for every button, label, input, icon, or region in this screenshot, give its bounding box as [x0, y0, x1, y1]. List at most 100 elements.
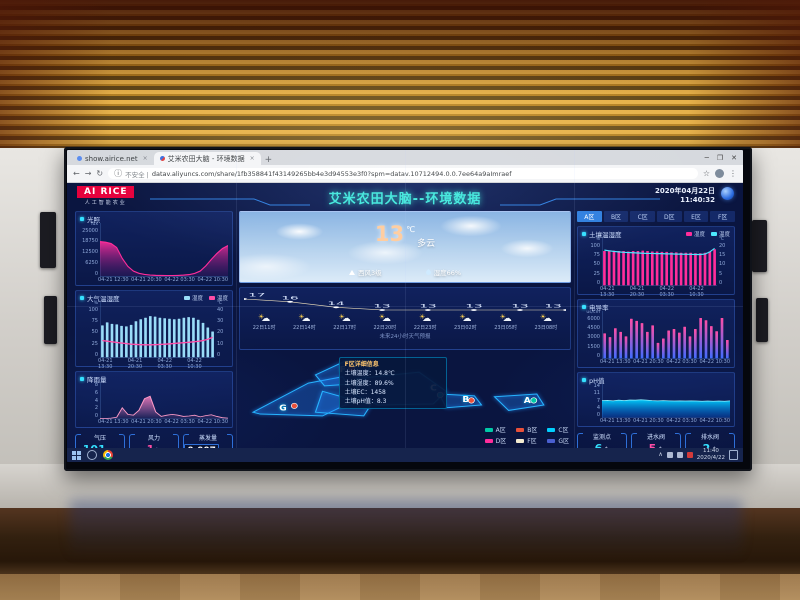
video-wall-screen: show.airice.net × 艾米农田大脑 - 环境数据 × + ─ ❐ …: [64, 147, 752, 471]
new-tab-button[interactable]: +: [264, 155, 273, 165]
url-text: datav.aliyuncs.com/share/1fb358841f43149…: [151, 169, 512, 178]
light-area-chart: [100, 223, 228, 277]
rainfall-area-chart: [100, 383, 228, 419]
svg-text:13: 13: [373, 304, 390, 309]
partly-cloudy-icon: ☀ ☁: [298, 312, 311, 324]
lower-wall: [0, 464, 800, 508]
network-icon[interactable]: [666, 452, 673, 458]
menu-dots-icon[interactable]: ⋮: [729, 169, 737, 178]
screen-content: show.airice.net × 艾米农田大脑 - 环境数据 × + ─ ❐ …: [67, 150, 743, 462]
title-decoration: [150, 198, 310, 206]
x-axis: 04-21 12:30 04-21 20:30 04-22 03:30 04-22 1…: [98, 277, 228, 283]
system-tray: ∧ 11:40 2020/4/22: [658, 448, 738, 462]
browser-address-bar: ← → ↻ ⓘ 不安全 | datav.aliyuncs.com/share/1…: [67, 165, 743, 183]
partly-cloudy-icon: ☀ ☁: [378, 312, 391, 324]
wall-speaker: [40, 212, 56, 268]
minimize-icon[interactable]: ─: [704, 153, 709, 162]
airice-logo: AI RICE 人工智能农业: [77, 186, 135, 206]
forecast-caption: 未来24小时天气预报: [379, 334, 431, 340]
zone-tabs: A区 B区 C区 D区 E区 F区: [577, 211, 736, 222]
window-controls: ─ ❐ ✕: [705, 154, 743, 162]
svg-text:B: B: [462, 396, 469, 405]
ceiling-gold-slats: [0, 0, 800, 148]
panel-atmosphere: 大气温湿度 湿度 温度 % 100 75 50 25 0 ℃ 40 30 20 10 0 04-21…: [75, 290, 233, 370]
wall-speaker: [756, 298, 768, 342]
bookmark-star-icon[interactable]: ☆: [702, 169, 710, 178]
chart-legend: 湿度 温度: [685, 230, 730, 238]
forecast-line-chart: 17 16 14 13 13 13 13 13: [244, 293, 566, 311]
zone-tab-D区[interactable]: D区: [657, 211, 682, 222]
field-map: GFCBA F区详细信息 土壤温度：14.8℃土壤湿度：89.6%土壤EC：14…: [239, 354, 571, 445]
svg-text:16: 16: [281, 296, 298, 301]
map-tooltip: F区详细信息 土壤温度：14.8℃ 土壤湿度：89.6% 土壤EC：1458 土壤pH…: [338, 357, 447, 410]
notification-icon[interactable]: [729, 450, 738, 460]
chrome-taskbar-icon[interactable]: [103, 450, 113, 460]
partly-cloudy-icon: ☀ ☁: [499, 312, 512, 324]
panel-title: 降雨量: [87, 375, 107, 384]
tab-title: 艾米农田大脑 - 环境数据: [167, 154, 245, 163]
search-icon[interactable]: [87, 450, 97, 460]
browser-tab-2[interactable]: 艾米农田大脑 - 环境数据 ×: [153, 152, 261, 165]
tab-close-icon[interactable]: ×: [142, 155, 148, 162]
zone-tab-E区[interactable]: E区: [683, 211, 709, 222]
panel-title: 电导率: [589, 303, 609, 312]
x-axis: 04-21 13:30 04-21 20:30 04-22 03:30 04-22 1…: [600, 359, 730, 365]
chart-legend: 湿度 温度: [183, 294, 228, 302]
svg-text:A: A: [524, 396, 531, 405]
svg-text:13: 13: [419, 304, 436, 309]
svg-text:G: G: [279, 404, 286, 413]
tray-expand-icon[interactable]: ∧: [658, 451, 663, 458]
date-text: 2020年04月22日: [655, 187, 715, 195]
url-omnibox[interactable]: ⓘ 不安全 | datav.aliyuncs.com/share/1fb3588…: [108, 168, 698, 179]
svg-text:13: 13: [511, 304, 528, 309]
close-window-icon[interactable]: ✕: [731, 153, 737, 162]
panel-title: 土壤温湿度: [589, 230, 622, 239]
tab-close-icon[interactable]: ×: [249, 155, 255, 162]
zone-tab-B区[interactable]: B区: [603, 211, 629, 222]
dashboard-body: 光照 lux 25000 18750 12500 6250 0 04-21 12:30 04…: [75, 211, 736, 458]
x-axis: 04-21 13:30 04-21 20:30 04-22 03:30 04-22 1…: [600, 286, 704, 298]
dashboard-header: AI RICE 人工智能农业 艾米农田大脑--环境数据 2020年04月22日 …: [75, 183, 735, 211]
x-axis: 04-21 13:30 04-21 20:30 04-22 03:30 04-22 1…: [98, 358, 202, 370]
x-axis: 04-21 13:30 04-21 20:30 04-22 03:30 04-22 1…: [98, 419, 228, 425]
start-button[interactable]: [72, 450, 81, 460]
zone-tab-C区[interactable]: C区: [630, 211, 656, 222]
current-temperature: 13: [374, 222, 405, 246]
wind-text: 西风3级: [357, 269, 382, 277]
weather-condition: 多云: [417, 239, 436, 249]
app-tray-icon[interactable]: [686, 452, 693, 458]
maximize-icon[interactable]: ❐: [716, 153, 724, 162]
panel-dot-icon: [80, 216, 84, 221]
datav-dashboard: AI RICE 人工智能农业 艾米农田大脑--环境数据 2020年04月22日 …: [67, 183, 743, 458]
partly-cloudy-icon: ☀ ☁: [419, 312, 432, 324]
panel-ph: pH值 14 11 7 4 0 04-21 13:30 04-21 20:30 04-22 …: [577, 372, 735, 427]
legend-item: G区: [547, 436, 569, 445]
soil-chart: [602, 238, 717, 286]
zone-tab-A区[interactable]: A区: [577, 211, 602, 222]
panel-dot-icon: [582, 231, 586, 236]
legend-item: C区: [547, 425, 569, 434]
svg-text:13: 13: [545, 304, 562, 309]
panel-dot-icon: [582, 377, 586, 382]
panel-title: pH值: [589, 376, 605, 385]
time-text: 11:40:32: [680, 196, 715, 205]
partly-cloudy-icon: ☀ ☁: [539, 312, 552, 324]
volume-icon[interactable]: [676, 452, 683, 458]
logo-text: AI RICE: [77, 186, 135, 198]
taskbar-clock[interactable]: 11:40 2020/4/22: [696, 448, 725, 461]
weather-hero: 13 ℃ 多云 西风3级 湿度66%: [239, 211, 571, 283]
globe-icon: [721, 187, 734, 200]
datav-favicon: [159, 156, 165, 161]
browser-tab-1[interactable]: show.airice.net ×: [71, 152, 154, 165]
reload-icon[interactable]: ↻: [96, 168, 104, 178]
windows-taskbar: ∧ 11:40 2020/4/22: [67, 448, 743, 462]
humidity-text: 湿度66%: [433, 269, 462, 277]
forward-icon[interactable]: →: [84, 168, 92, 178]
info-icon[interactable]: ⓘ: [114, 168, 123, 178]
browser-tab-strip: show.airice.net × 艾米农田大脑 - 环境数据 × + ─ ❐ …: [67, 150, 743, 165]
profile-avatar[interactable]: [715, 169, 724, 178]
wall-speaker: [44, 296, 57, 344]
wood-floor-strip: [0, 574, 800, 600]
zone-tab-F区[interactable]: F区: [710, 211, 736, 222]
back-icon[interactable]: ←: [73, 168, 80, 178]
